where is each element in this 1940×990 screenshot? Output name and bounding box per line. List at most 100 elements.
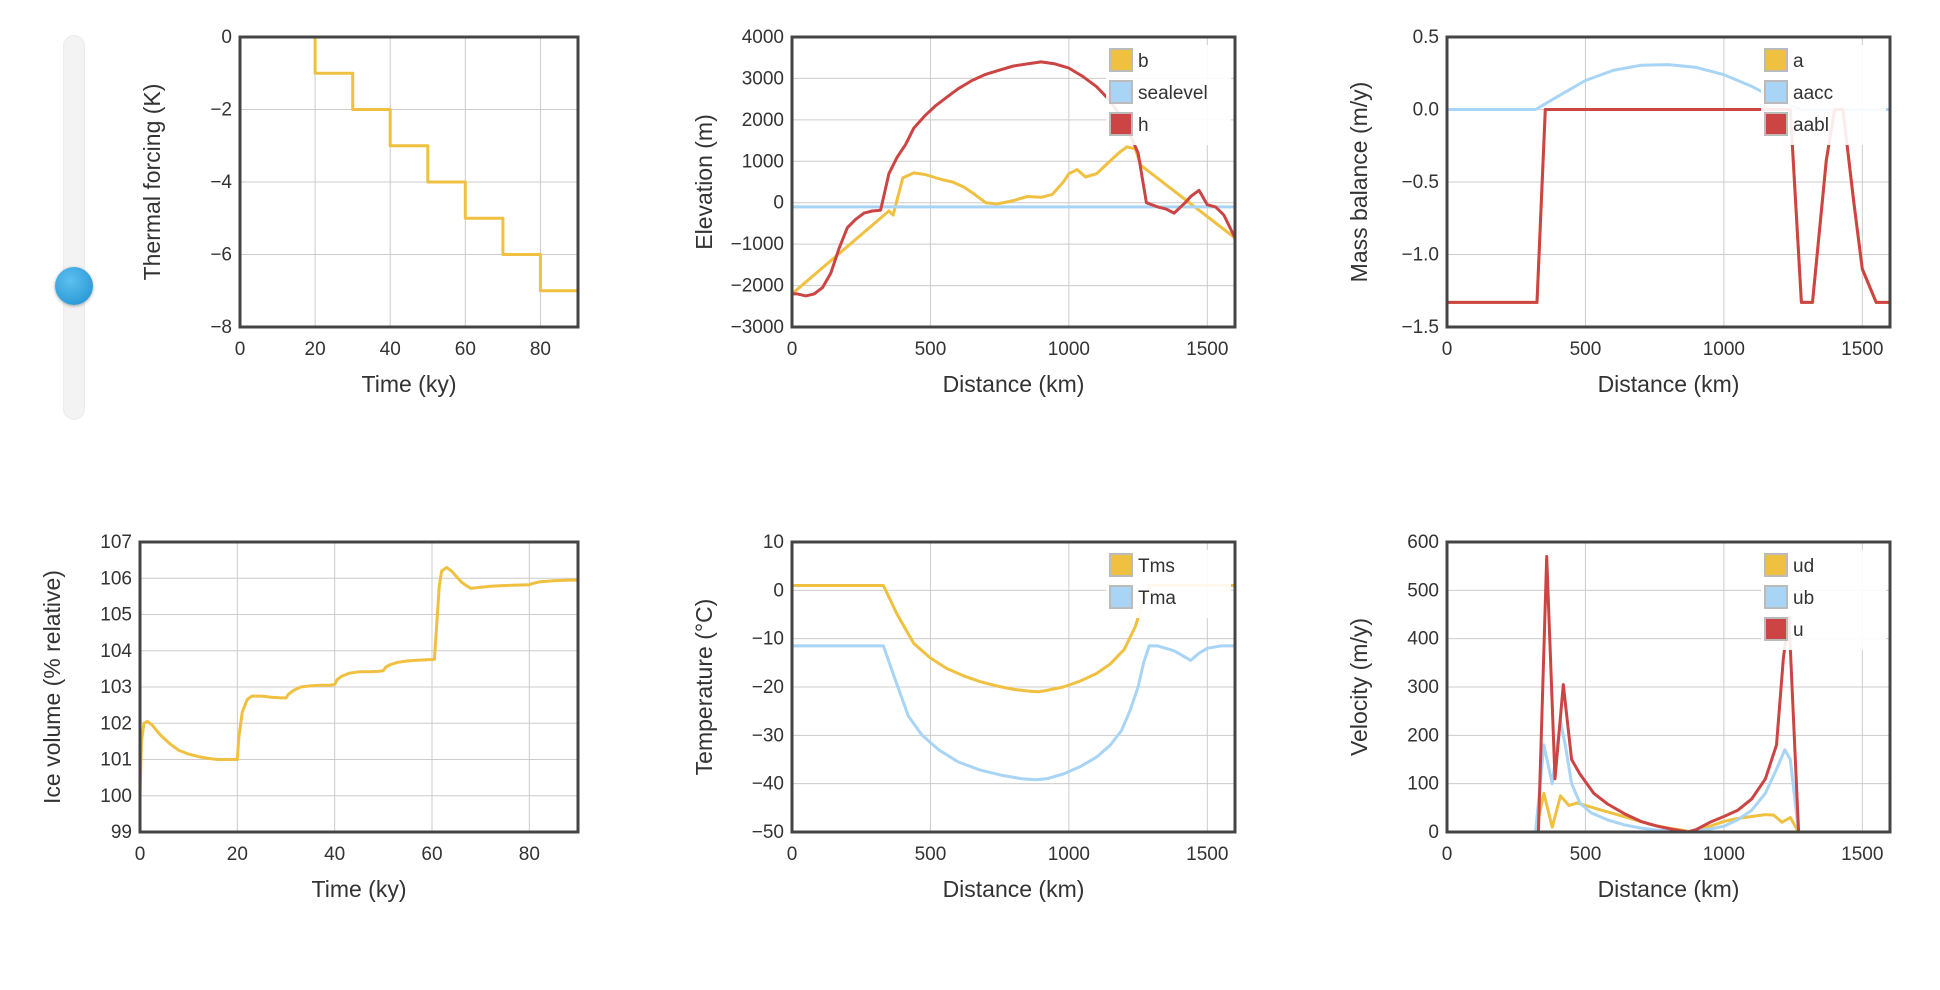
temperature-xtick-label: 1000 [1048,844,1090,865]
thermal-ytick-label: 0 [221,27,232,48]
massbalance-ytick-label: −1.5 [1401,317,1439,338]
temperature-legend-swatch [1109,585,1133,609]
elevation-legend-swatch [1109,80,1133,104]
velocity-ytick-label: 0 [1428,822,1439,843]
elevation-ytick-label: 2000 [742,110,784,131]
thermal-forcing-chart: 0 20 40 60 80 −8 −6 −4 −2 0 Time (ky) Thermal forci… [139,27,580,397]
massbalance-ytick-label: 0.0 [1413,100,1439,121]
massbalance-xtick-label: 500 [1570,339,1602,360]
temperature-ytick-label: −20 [752,677,784,698]
velocity-ytick-label: 400 [1407,629,1439,650]
slider-handle[interactable] [55,266,93,305]
thermal-ytick-label: −8 [210,317,232,338]
icevolume-ytick-label: 105 [100,605,132,626]
velocity-series-ub [1447,719,1890,832]
velocity-xtick-label: 1000 [1703,844,1745,865]
icevolume-ytick-label: 107 [100,532,132,553]
velocity-legend-label: ub [1793,588,1814,609]
icevolume-ytick-label: 102 [100,713,132,734]
thermal-plot-frame [238,35,580,329]
massbalance-legend-swatch [1764,112,1788,136]
thermal-ytick-label: −4 [210,172,232,193]
velocity-xtick-label: 0 [1442,844,1453,865]
massbalance-ytick-label: −1.0 [1401,245,1439,266]
icevolume-xtick-label: 0 [135,844,146,865]
velocity-ylabel: Velocity (m/y) [1346,618,1372,756]
elevation-ytick-label: −3000 [731,317,784,338]
temperature-ytick-label: −50 [752,822,784,843]
temperature-ytick-label: −40 [752,774,784,795]
massbalance-legend-swatch [1764,48,1788,72]
icevolume-ytick-label: 100 [100,786,132,807]
massbalance-legend-label: aabl [1793,115,1829,136]
massbalance-ytick-label: −0.5 [1401,172,1439,193]
temperature-plot-frame [790,540,1237,834]
temperature-series-Tms [792,584,1235,694]
thermal-ytick-label: −2 [210,100,232,121]
temperature-chart: 0 500 1000 1500 −50 −40 −30 −20 −10 0 10 Distance (… [691,532,1237,902]
mass-balance-chart: 0 500 1000 1500 −1.5 −1.0 −0.5 0.0 0.5 Distance (… [1346,27,1892,397]
temperature-series-Tma [792,644,1235,782]
elevation-xtick-label: 500 [915,339,947,360]
thermal-xtick-label: 80 [530,339,551,360]
temperature-ytick-label: −30 [752,725,784,746]
elevation-legend-label: b [1138,51,1149,72]
elevation-ytick-label: 0 [773,193,784,214]
elevation-ytick-label: −1000 [731,234,784,255]
thermal-ytick-label: −6 [210,245,232,266]
massbalance-xtick-label: 1500 [1841,339,1883,360]
icevolume-series-line [140,565,578,794]
temperature-legend-label: Tms [1138,556,1175,577]
elevation-xlabel: Distance (km) [943,371,1085,397]
velocity-xlabel: Distance (km) [1598,876,1740,902]
elevation-ytick-label: 3000 [742,68,784,89]
massbalance-series-aabl [1447,108,1890,304]
elevation-ytick-label: −2000 [731,276,784,297]
temperature-xtick-label: 500 [915,844,947,865]
velocity-ytick-label: 200 [1407,725,1439,746]
temperature-xlabel: Distance (km) [943,876,1085,902]
velocity-ytick-label: 600 [1407,532,1439,553]
elevation-xtick-label: 0 [787,339,798,360]
thermal-ylabel: Thermal forcing (K) [139,84,165,281]
elevation-ylabel: Elevation (m) [691,114,717,249]
temperature-ytick-label: 0 [773,580,784,601]
icevolume-xtick-label: 40 [324,844,345,865]
temperature-legend-swatch [1109,553,1133,577]
massbalance-xtick-label: 1000 [1703,339,1745,360]
thermal-xtick-label: 40 [380,339,401,360]
thermal-xtick-label: 60 [455,339,476,360]
icevolume-plot-frame [138,540,580,834]
ice-volume-chart: 0 20 40 60 80 99 100 101 102 103 104 105 106 107 Time … [39,532,580,902]
velocity-legend-swatch [1764,585,1788,609]
icevolume-xtick-label: 80 [519,844,540,865]
massbalance-ytick-label: 0.5 [1413,27,1439,48]
elevation-ytick-label: 4000 [742,27,784,48]
thermal-series-line [240,37,578,293]
temperature-ytick-label: −10 [752,629,784,650]
temperature-ylabel: Temperature (°C) [691,599,717,776]
massbalance-legend-label: aacc [1793,83,1833,104]
icevolume-ylabel: Ice volume (% relative) [39,570,65,804]
massbalance-plot-frame [1445,35,1892,329]
velocity-legend-label: u [1793,620,1804,641]
icevolume-xtick-label: 60 [421,844,442,865]
elevation-series-b [792,145,1235,296]
thermal-xlabel: Time (ky) [362,371,457,397]
icevolume-ytick-label: 103 [100,677,132,698]
massbalance-legend-label: a [1793,51,1804,72]
massbalance-xlabel: Distance (km) [1598,371,1740,397]
elevation-xtick-label: 1500 [1186,339,1228,360]
temperature-xtick-label: 0 [787,844,798,865]
thermal-forcing-slider[interactable] [55,35,93,420]
elevation-ytick-label: 1000 [742,151,784,172]
velocity-ytick-label: 500 [1407,580,1439,601]
elevation-plot-frame [790,35,1237,329]
elevation-legend-swatch [1109,48,1133,72]
thermal-xtick-label: 0 [235,339,246,360]
velocity-ytick-label: 100 [1407,774,1439,795]
icevolume-xlabel: Time (ky) [312,876,407,902]
velocity-xtick-label: 500 [1570,844,1602,865]
velocity-chart: 0 500 1000 1500 0 100 200 300 400 500 600 Distance … [1346,532,1892,902]
massbalance-legend-swatch [1764,80,1788,104]
